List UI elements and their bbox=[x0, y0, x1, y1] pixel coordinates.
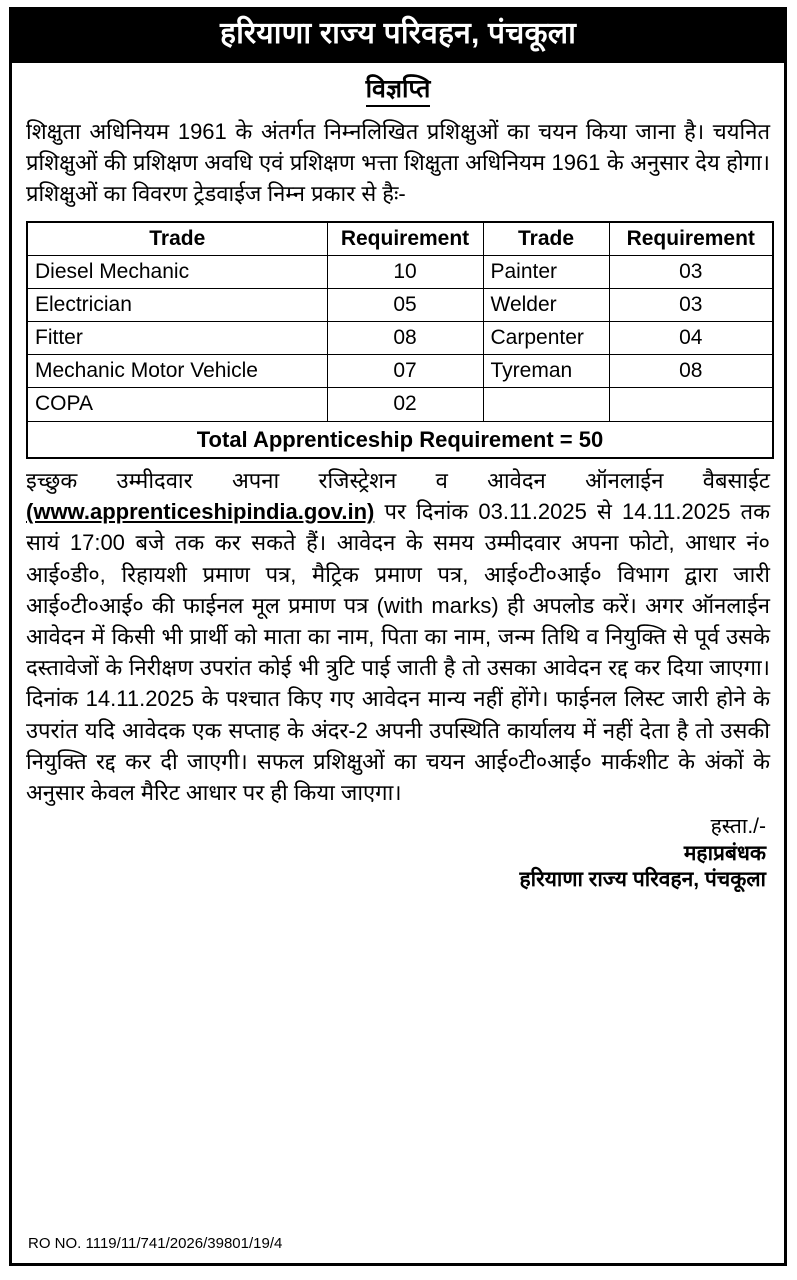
total-requirement-label: Total Apprenticeship Requirement = 50 bbox=[26, 420, 774, 459]
document-title-wrapper: विज्ञप्ति bbox=[26, 75, 770, 107]
table-total-row: Total Apprenticeship Requirement = 50 bbox=[26, 420, 774, 459]
cell-requirement-right: 03 bbox=[608, 287, 774, 323]
cell-trade-left: COPA bbox=[26, 387, 328, 422]
cell-requirement-right: 03 bbox=[608, 254, 774, 289]
footer-row: RO NO. 1119/11/741/2026/39801/19/4 bbox=[26, 1235, 770, 1263]
cell-trade-right: Painter bbox=[482, 254, 610, 289]
cell-requirement-left: 08 bbox=[326, 321, 484, 356]
signatory-office: हरियाणा राज्य परिवहन, पंचकूला bbox=[519, 867, 766, 891]
signed-label: हस्ता./- bbox=[710, 815, 766, 839]
cell-requirement-left: 02 bbox=[326, 387, 484, 422]
cell-requirement-right bbox=[608, 387, 774, 422]
column-header-trade-2: Trade bbox=[482, 221, 610, 256]
main-paragraph-part-1: इच्छुक उम्मीदवार अपना रजिस्ट्रेशन व आवेद… bbox=[26, 467, 770, 493]
cell-requirement-left: 10 bbox=[326, 254, 484, 289]
table-row: COPA 02 bbox=[26, 387, 774, 422]
table-row: Fitter 08 Carpenter 04 bbox=[26, 321, 774, 356]
column-header-trade-1: Trade bbox=[26, 221, 328, 256]
table-row: Mechanic Motor Vehicle 07 Tyreman 08 bbox=[26, 354, 774, 389]
column-header-requirement-2: Requirement bbox=[608, 221, 774, 256]
main-paragraph-part-2: पर दिनांक 03.11.2025 से 14.11.2025 तक सा… bbox=[26, 499, 770, 806]
cell-trade-right: Carpenter bbox=[482, 321, 610, 356]
table-row: Electrician 05 Welder 03 bbox=[26, 287, 774, 323]
cell-requirement-right: 08 bbox=[608, 354, 774, 389]
cell-trade-right bbox=[482, 387, 610, 422]
column-header-requirement-1: Requirement bbox=[326, 221, 484, 256]
signature-block: हस्ता./- महाप्रबंधक हरियाणा राज्य परिवहन… bbox=[26, 814, 770, 893]
table-header-row: Trade Requirement Trade Requirement bbox=[26, 221, 774, 256]
apprenticeship-website-link[interactable]: (www.apprenticeshipindia.gov.in) bbox=[26, 499, 375, 525]
cell-trade-right: Tyreman bbox=[482, 354, 610, 389]
ro-number: RO NO. 1119/11/741/2026/39801/19/4 bbox=[28, 1235, 283, 1252]
cell-requirement-left: 07 bbox=[326, 354, 484, 389]
header-band: हरियाणा राज्य परिवहन, पंचकूला bbox=[12, 10, 784, 63]
document-title: विज्ञप्ति bbox=[365, 75, 431, 107]
notice-frame: हरियाणा राज्य परिवहन, पंचकूला विज्ञप्ति … bbox=[9, 7, 787, 1266]
cell-trade-left: Mechanic Motor Vehicle bbox=[26, 354, 328, 389]
signatory-designation: महाप्रबंधक bbox=[683, 841, 766, 865]
cell-trade-left: Diesel Mechanic bbox=[26, 254, 328, 289]
organisation-name: हरियाणा राज्य परिवहन, पंचकूला bbox=[219, 17, 577, 50]
cell-requirement-left: 05 bbox=[326, 287, 484, 323]
table-row: Diesel Mechanic 10 Painter 03 bbox=[26, 254, 774, 289]
cell-trade-left: Electrician bbox=[26, 287, 328, 323]
notice-body: विज्ञप्ति शिक्षुता अधिनियम 1961 के अंतर्… bbox=[12, 63, 784, 1264]
main-paragraph: इच्छुक उम्मीदवार अपना रजिस्ट्रेशन व आवेद… bbox=[26, 465, 770, 809]
cell-trade-right: Welder bbox=[482, 287, 610, 323]
cell-trade-left: Fitter bbox=[26, 321, 328, 356]
cell-requirement-right: 04 bbox=[608, 321, 774, 356]
intro-paragraph: शिक्षुता अधिनियम 1961 के अंतर्गत निम्नलि… bbox=[26, 119, 770, 207]
trade-requirement-table: Trade Requirement Trade Requirement Dies… bbox=[26, 220, 774, 459]
